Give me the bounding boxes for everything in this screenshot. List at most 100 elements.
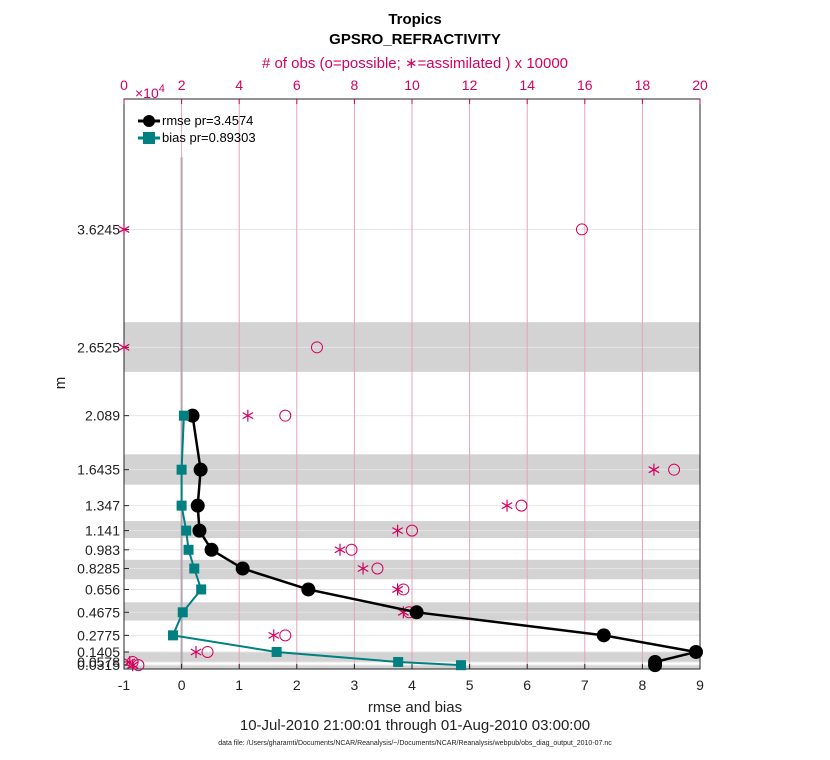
- y-tick-label-9: 1.347: [85, 498, 120, 514]
- bias-point-10: [176, 464, 187, 475]
- top-tick-label-1: 2: [178, 77, 186, 93]
- bias-point-5: [196, 584, 207, 595]
- obs-possible-11: [279, 409, 292, 422]
- obs-possible-3: [279, 629, 292, 642]
- rmse-point-9: [190, 498, 205, 513]
- data-file-path: data file: /Users/gharamti/Documents/NCA…: [218, 740, 612, 747]
- top-tick-label-3: 6: [293, 77, 301, 93]
- top-tick-label-2: 4: [235, 77, 243, 93]
- obs-assimilated-10: [648, 463, 660, 476]
- x-tick-label-3: 2: [293, 677, 301, 693]
- rmse-point-6: [235, 561, 250, 576]
- series-lines: [167, 408, 703, 673]
- x-axis-label: rmse and bias: [368, 699, 462, 716]
- obs-assimilated-9: [501, 499, 513, 512]
- top-tick-label-10: 20: [692, 77, 708, 93]
- obs-assimilated-5: [392, 583, 404, 596]
- legend-rmse-label: rmse pr=3.4574: [162, 113, 253, 128]
- x-tick-label-8: 7: [581, 677, 589, 693]
- x-tick-label-2: 1: [235, 677, 243, 693]
- y-tick-label-6: 0.8285: [77, 561, 120, 577]
- obs-possible-1: [126, 655, 139, 668]
- y-tick-label-10: 1.6435: [77, 462, 120, 478]
- x-tick-label-10: 9: [696, 677, 704, 693]
- obs-possible-13: [575, 223, 588, 236]
- obs-assimilated-3: [268, 629, 280, 642]
- rmse-point-10: [193, 462, 208, 477]
- x-tick-label-5: 4: [408, 677, 416, 693]
- y-axis-label: m: [52, 377, 69, 390]
- y-tick-label-7: 0.983: [85, 542, 120, 558]
- bias-point-4: [177, 607, 188, 618]
- top-tick-label-7: 14: [519, 77, 535, 93]
- vertical-gridlines: [181, 99, 643, 669]
- bias-point-3: [167, 630, 178, 641]
- x-tick-label-0: -1: [118, 677, 131, 693]
- rmse-point-1: [648, 654, 663, 669]
- rmse-point-7: [204, 542, 219, 557]
- date-range: 10-Jul-2010 21:00:01 through 01-Aug-2010…: [240, 717, 590, 734]
- obs-possible-12: [310, 341, 323, 354]
- bias-point-0: [455, 660, 466, 671]
- top-axis-exponent: ×104: [135, 83, 165, 101]
- x-tick-label-9: 8: [639, 677, 647, 693]
- rmse-point-3: [596, 628, 611, 643]
- y-tick-label-13: 3.6245: [77, 221, 120, 237]
- obs-assimilated-6: [357, 562, 369, 575]
- y-tick-label-2: 0.1405: [77, 644, 120, 660]
- obs-possible-8: [406, 524, 418, 537]
- rmse-point-5: [301, 582, 316, 597]
- legend-rmse-marker: [143, 115, 155, 127]
- series-line-0: [191, 415, 697, 666]
- top-tick-label-5: 10: [404, 77, 420, 93]
- bias-point-8: [181, 525, 192, 536]
- legend-bias-marker: [143, 132, 155, 144]
- bias-point-1: [393, 656, 404, 667]
- obs-possible-7: [345, 543, 358, 556]
- y-tick-label-0: 0.0315: [77, 657, 120, 673]
- y-tick-label-12: 2.6525: [77, 339, 120, 355]
- x-tick-label-6: 5: [466, 677, 474, 693]
- x-tick-label-1: 0: [178, 677, 186, 693]
- rmse-point-4: [409, 605, 424, 620]
- bias-point-9: [176, 500, 187, 511]
- obs-possible-2: [201, 645, 214, 658]
- observation-markers: [118, 223, 681, 672]
- top-tick-label-4: 8: [351, 77, 359, 93]
- y-tick-label-1: 0.0578: [77, 654, 120, 670]
- bias-point-7: [183, 544, 194, 555]
- top-tick-label-0: 0: [120, 77, 128, 93]
- y-tick-label-3: 0.2775: [77, 627, 120, 643]
- obs-possible-6: [371, 562, 384, 575]
- bias-point-2: [271, 646, 282, 657]
- rmse-point-11: [185, 408, 200, 423]
- bias-point-6: [189, 563, 200, 574]
- x-tick-label-7: 6: [523, 677, 531, 693]
- legend: rmse pr=3.4574 bias pr=0.89303: [138, 113, 256, 145]
- bias-point-11: [178, 410, 189, 421]
- obs-assimilated-11: [242, 409, 254, 422]
- top-axis-ticks: 0 2 4 6 8 10 12 14 16 18 20: [120, 77, 708, 104]
- y-tick-label-5: 0.656: [85, 581, 120, 597]
- chart-subtitle: GPSRO_REFRACTIVITY: [329, 31, 501, 48]
- y-tick-label-11: 2.089: [85, 408, 120, 424]
- y-tick-label-4: 0.4675: [77, 604, 120, 620]
- obs-assimilated-13: [118, 223, 130, 236]
- obs-assimilated-12: [118, 341, 130, 354]
- obs-assimilated-1: [124, 655, 136, 668]
- top-tick-label-9: 18: [635, 77, 651, 93]
- top-axis-label: # of obs (o=possible; ∗=assimilated ) x …: [262, 55, 568, 72]
- legend-bias-label: bias pr=0.89303: [162, 130, 256, 145]
- rmse-point-2: [688, 644, 703, 659]
- horizontal-gridlines: [124, 228, 700, 666]
- obs-assimilated-7: [334, 543, 346, 556]
- top-tick-label-6: 12: [462, 77, 478, 93]
- rmse-point-8: [192, 523, 207, 538]
- obs-assimilated-2: [190, 645, 202, 658]
- obs-possible-10: [668, 463, 681, 476]
- bottom-axis-ticks: -1 0 1 2 3 4 5 6 7 8 9: [118, 664, 704, 693]
- series-line-1: [171, 415, 462, 667]
- top-tick-label-8: 16: [577, 77, 593, 93]
